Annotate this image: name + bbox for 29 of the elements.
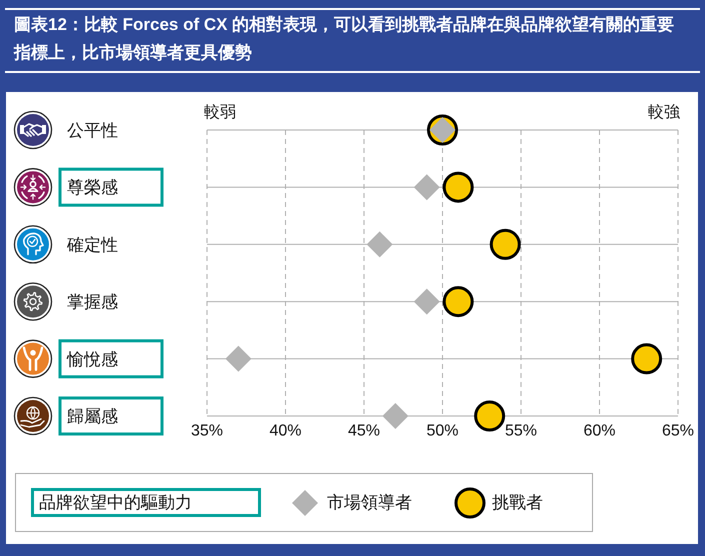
y-tick-label: 掌握感	[67, 292, 118, 312]
y-tick-label: 歸屬感	[67, 407, 118, 426]
y-tick-label: 公平性	[67, 121, 118, 140]
point	[366, 231, 393, 258]
x-tick-label: 35%	[190, 422, 224, 440]
y-tick-label: 確定性	[66, 235, 118, 254]
point	[490, 228, 521, 260]
x-tick-label: 60%	[583, 422, 616, 440]
x-tick-label: 50%	[426, 422, 459, 440]
y-tick-label: 尊榮感	[67, 178, 118, 198]
point	[631, 343, 662, 374]
point	[225, 346, 252, 372]
text: 較強	[648, 103, 680, 123]
point	[414, 288, 440, 315]
text: 較弱	[204, 103, 236, 123]
x-tick-label: 45%	[348, 422, 380, 440]
text: 品牌欲望中的驅動力	[39, 493, 192, 512]
x-tick-label: 65%	[662, 422, 694, 440]
x-tick-label: 55%	[504, 422, 538, 440]
point	[442, 172, 474, 203]
legend-label: 市場領導者	[327, 492, 412, 514]
chart-title: 圖表12：比較 Forces of CX 的相對表現，可以看到挑戰者品牌在與品牌欲望有關的重要指標上，比市場領導者更具優勢	[14, 14, 676, 64]
legend-label: 挑戰者	[492, 492, 543, 514]
point	[382, 403, 408, 429]
x-tick-label: 40%	[269, 422, 302, 440]
y-tick-label: 愉悅感	[66, 350, 118, 369]
point	[414, 174, 440, 200]
point	[442, 286, 474, 318]
point	[474, 400, 506, 432]
